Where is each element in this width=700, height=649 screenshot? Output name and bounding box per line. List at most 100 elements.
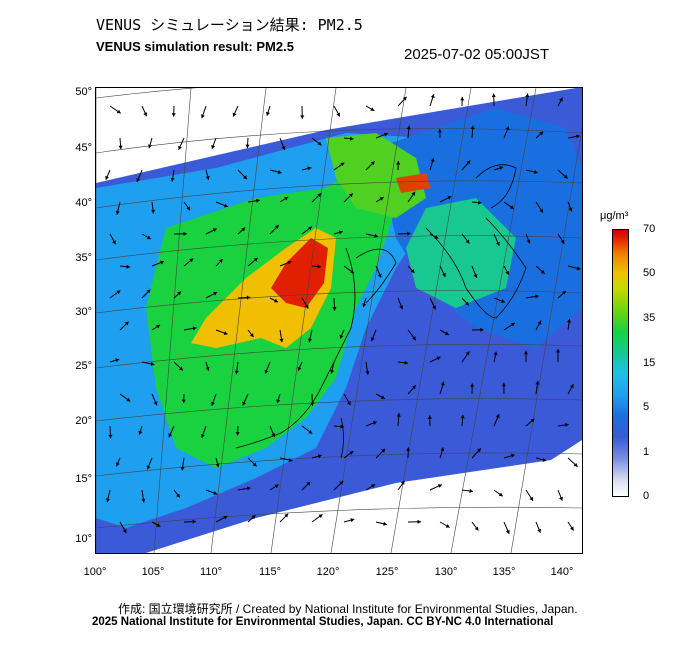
wind-arrow-head	[568, 207, 573, 212]
wind-arrow-head	[146, 235, 151, 240]
title-en: VENUS simulation result: PM2.5	[96, 39, 294, 54]
wind-arrow-head	[241, 227, 246, 232]
wind-arrow-head	[141, 498, 146, 503]
wind-arrow-head	[116, 109, 121, 114]
wind-arrow-head	[338, 230, 343, 235]
wind-arrow-head	[146, 289, 151, 294]
wind-arrow-head	[465, 351, 470, 356]
wind-arrow-head	[274, 298, 278, 303]
wind-arrow-head	[287, 260, 292, 265]
colorbar-tick-15: 15	[643, 357, 656, 369]
wind-arrow-head	[212, 228, 217, 232]
wind-arrow-head	[143, 112, 148, 117]
wind-arrow-head	[105, 175, 109, 180]
wind-arrow-head	[317, 454, 322, 459]
wind-arrow-head	[346, 401, 351, 406]
wind-arrow-head	[370, 107, 375, 111]
footer-credit: 作成: 国立環境研究所 / Created by National Instit…	[118, 602, 578, 616]
wind-arrow-head	[205, 176, 210, 180]
wind-arrow-head	[473, 274, 478, 278]
wind-arrow-head	[570, 526, 574, 531]
wind-arrow-head	[271, 433, 276, 438]
wind-arrow-head	[180, 466, 185, 471]
wind-arrow-head	[430, 94, 435, 99]
wind-arrow-head	[256, 198, 260, 203]
wind-arrow-head	[181, 399, 186, 403]
wind-arrow-head	[308, 226, 312, 231]
lat-label-20: 20°	[75, 415, 92, 427]
title-ja: VENUS シミュレーション結果: PM2.5	[96, 16, 363, 34]
wind-arrow-head	[370, 337, 375, 342]
wind-arrow-head	[569, 384, 574, 389]
wind-arrow-head	[564, 422, 569, 427]
footer-copyright: 2025 National Institute for Environmenta…	[92, 616, 554, 628]
wind-arrow-head	[308, 338, 312, 343]
wind-arrow-head	[297, 366, 302, 371]
wind-arrow-head	[381, 448, 386, 453]
wind-arrow-head	[427, 415, 432, 419]
wind-arrow-head	[153, 401, 158, 406]
wind-arrow-head	[476, 448, 481, 453]
wind-arrow-head	[400, 480, 405, 485]
colorbar-tick-50: 50	[643, 267, 656, 279]
wind-arrow-head	[567, 318, 572, 323]
wind-arrow-head	[205, 366, 210, 371]
wind-arrow-head	[474, 526, 479, 531]
wind-arrow-head	[495, 241, 500, 246]
wind-arrow-head	[559, 496, 563, 501]
wind-arrow-head	[430, 158, 435, 162]
wind-arrow-head	[559, 97, 563, 102]
wind-arrow-head	[288, 458, 293, 463]
wind-arrow-head	[151, 209, 156, 214]
wind-arrow-head	[509, 205, 514, 209]
wind-arrow-head	[495, 414, 500, 418]
wind-arrow-head	[466, 160, 471, 165]
wind-arrow-head	[124, 321, 129, 326]
wind-arrow-head	[304, 304, 309, 309]
wind-arrow-head	[234, 370, 239, 375]
wind-arrow-head	[332, 307, 337, 311]
wind-arrow-head	[249, 333, 254, 338]
pm25-mid-region-north	[326, 133, 426, 218]
wind-arrow-head	[445, 524, 450, 528]
lat-label-50: 50°	[75, 86, 92, 98]
wind-arrow-head	[108, 434, 113, 439]
wind-arrow-head	[122, 528, 127, 533]
wind-arrow-head	[470, 125, 475, 130]
wind-arrow-head	[529, 496, 533, 501]
lat-label-35: 35°	[75, 252, 92, 264]
wind-arrow-head	[576, 134, 580, 139]
wind-arrow-head	[411, 191, 415, 196]
wind-arrow-head	[156, 523, 161, 527]
wind-arrow-head	[539, 131, 544, 136]
wind-arrow-head	[146, 465, 151, 470]
wind-arrow-head	[242, 401, 247, 406]
colorbar-tick-0: 0	[643, 490, 650, 502]
wind-arrow-head	[539, 208, 543, 213]
wind-arrow-head	[444, 331, 449, 335]
wind-arrow-head	[274, 484, 279, 489]
wind-arrow-head	[480, 327, 484, 332]
wind-arrow-head	[396, 161, 401, 165]
pm25-very-high-region	[271, 238, 328, 308]
wind-arrow-head	[440, 381, 445, 386]
wind-arrow-head	[383, 132, 388, 137]
wind-arrow-head	[340, 162, 345, 167]
pm25-very-high-spot-north	[396, 173, 431, 193]
wind-arrow-head	[469, 488, 473, 493]
wind-arrow-head	[189, 258, 194, 263]
wind-arrow-head	[213, 491, 218, 495]
wind-arrow-head	[126, 264, 131, 269]
wind-arrow-head	[138, 430, 143, 435]
wind-arrow-head	[245, 144, 250, 149]
lon-label-120: 120°	[316, 566, 340, 578]
wind-arrow-head	[440, 447, 445, 452]
map-canvas	[96, 88, 582, 553]
wind-arrow-head	[399, 305, 404, 310]
wind-arrow-head	[307, 166, 312, 171]
wind-arrow-head	[477, 200, 482, 205]
wind-arrow-head	[432, 305, 436, 310]
wind-arrow-head	[501, 382, 506, 387]
wind-arrow-head	[223, 331, 228, 335]
lat-label-45: 45°	[75, 142, 92, 154]
